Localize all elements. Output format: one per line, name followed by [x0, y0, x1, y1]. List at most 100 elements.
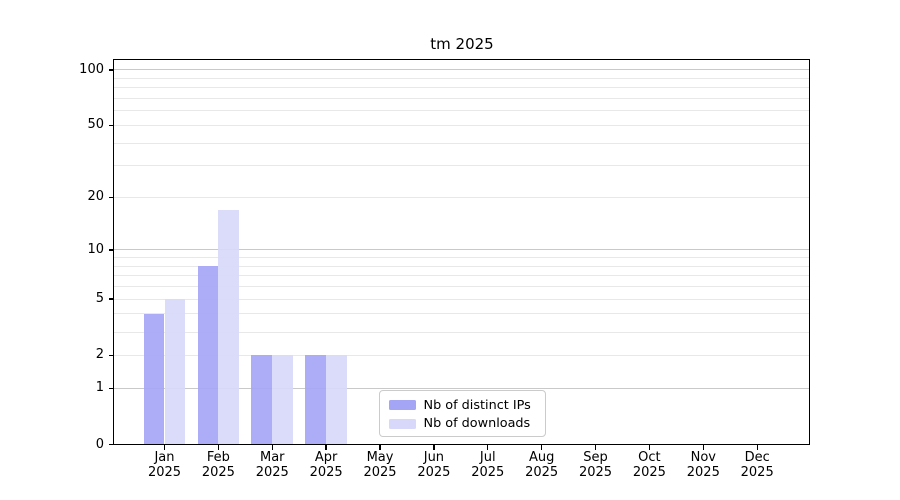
legend-label-downloads: Nb of downloads	[423, 416, 531, 432]
x-tick-year: 2025	[525, 464, 559, 480]
x-tick-jun	[433, 445, 435, 450]
y-tick-label-50: 50	[87, 117, 104, 133]
x-tick-sep	[594, 445, 597, 450]
x-tick-month: Apr	[314, 450, 338, 465]
legend-item-distinct-ips: Nb of distinct IPs	[388, 396, 545, 415]
legend-label-distinct-ips: Nb of distinct IPs	[423, 397, 531, 413]
bar-distinct-ips-mar	[251, 355, 273, 444]
bar-distinct-ips-jan	[143, 313, 165, 444]
x-tick-month: Feb	[206, 450, 230, 465]
y-tick-0	[108, 443, 114, 446]
y-tick-label-2: 2	[95, 347, 104, 363]
x-tick-year: 2025	[201, 464, 235, 480]
y-gridline-minor-5	[114, 298, 809, 300]
x-tick-feb	[217, 445, 220, 450]
y-tick-label-1: 1	[95, 380, 104, 396]
x-tick-nov	[702, 445, 704, 450]
y-gridline-minor-6	[114, 286, 809, 288]
x-tick-label-jun: Jun 2025	[407, 450, 461, 480]
x-tick-month: Nov	[690, 450, 716, 465]
x-tick-month: Jun	[423, 450, 445, 465]
x-tick-month: Oct	[638, 450, 661, 465]
x-tick-label-jan: Jan 2025	[138, 450, 192, 480]
y-tick-label-100: 100	[79, 62, 104, 77]
x-tick-year: 2025	[578, 464, 613, 480]
y-tick-5	[108, 298, 114, 300]
y-tick-2	[108, 354, 114, 356]
x-tick-label-jul: Jul 2025	[461, 450, 515, 480]
y-tick-50	[108, 124, 114, 127]
y-tick-100	[108, 69, 114, 71]
x-tick-label-sep: Sep 2025	[569, 450, 623, 480]
y-gridline-minor-50	[114, 124, 809, 126]
x-tick-year: 2025	[417, 464, 451, 480]
y-tick-label-5: 5	[95, 291, 104, 307]
bar-downloads-mar	[272, 355, 294, 444]
y-gridline-minor-2	[114, 354, 809, 356]
y-gridline-minor-80	[114, 87, 809, 89]
x-tick-jul	[487, 445, 489, 450]
y-gridline-minor-70	[114, 98, 809, 100]
x-tick-month: Dec	[744, 450, 770, 465]
y-gridline-minor-4	[114, 313, 809, 315]
x-tick-year: 2025	[471, 464, 505, 480]
y-gridline-minor-40	[114, 142, 809, 144]
x-tick-jan	[163, 445, 166, 450]
y-tick-20	[108, 196, 114, 199]
y-tick-1	[108, 387, 114, 389]
x-tick-month: Aug	[528, 450, 555, 465]
y-tick-label-10: 10	[87, 241, 104, 257]
x-tick-label-apr: Apr 2025	[299, 450, 353, 480]
x-tick-label-may: May 2025	[353, 450, 407, 480]
bar-downloads-apr	[326, 355, 347, 444]
x-tick-mar	[271, 445, 273, 450]
y-gridline-major-100	[114, 69, 809, 71]
y-gridline-minor-9	[114, 257, 809, 259]
x-tick-label-aug: Aug 2025	[515, 450, 569, 480]
x-tick-label-mar: Mar 2025	[245, 450, 299, 480]
y-gridline-minor-8	[114, 265, 809, 267]
x-tick-month: Jan	[154, 450, 175, 465]
legend-swatch-downloads	[388, 418, 416, 429]
legend-swatch-distinct-ips	[388, 400, 416, 411]
y-gridline-minor-3	[114, 331, 809, 333]
chart-title: tm 2025	[430, 35, 494, 53]
legend-item-downloads: Nb of downloads	[388, 415, 545, 434]
y-gridline-minor-20	[114, 196, 809, 198]
y-gridline-minor-60	[114, 110, 809, 112]
x-tick-year: 2025	[363, 464, 397, 480]
y-gridline-minor-90	[114, 77, 809, 79]
x-tick-aug	[541, 445, 543, 450]
y-gridline-minor-7	[114, 275, 809, 277]
y-tick-label-20: 20	[87, 189, 104, 205]
x-tick-apr	[325, 445, 327, 450]
x-tick-month: May	[366, 450, 394, 465]
y-gridline-major-1	[114, 387, 809, 389]
y-gridline-major-10	[114, 249, 809, 251]
x-tick-label-dec: Dec 2025	[730, 450, 784, 480]
x-tick-label-nov: Nov 2025	[676, 450, 730, 480]
x-tick-month: Sep	[583, 450, 608, 465]
x-tick-oct	[648, 445, 651, 450]
x-tick-may	[379, 445, 381, 450]
x-tick-month: Jul	[479, 450, 496, 465]
bar-downloads-feb	[218, 209, 240, 444]
bar-downloads-jan	[164, 299, 186, 444]
x-tick-label-feb: Feb 2025	[191, 450, 245, 480]
x-tick-year: 2025	[255, 464, 289, 480]
bar-distinct-ips-feb	[197, 266, 219, 444]
legend: Nb of distinct IPs Nb of downloads	[378, 389, 546, 437]
x-tick-year: 2025	[147, 464, 182, 480]
x-tick-month: Mar	[259, 450, 285, 465]
bar-distinct-ips-apr	[305, 355, 327, 444]
x-tick-year: 2025	[632, 464, 666, 480]
plot-area	[112, 59, 810, 445]
x-tick-year: 2025	[740, 464, 774, 480]
x-tick-year: 2025	[309, 464, 343, 480]
x-tick-year: 2025	[686, 464, 720, 480]
x-tick-label-oct: Oct 2025	[622, 450, 676, 480]
y-tick-10	[108, 249, 114, 251]
y-gridline-minor-30	[114, 165, 809, 167]
y-tick-label-0: 0	[95, 436, 104, 452]
